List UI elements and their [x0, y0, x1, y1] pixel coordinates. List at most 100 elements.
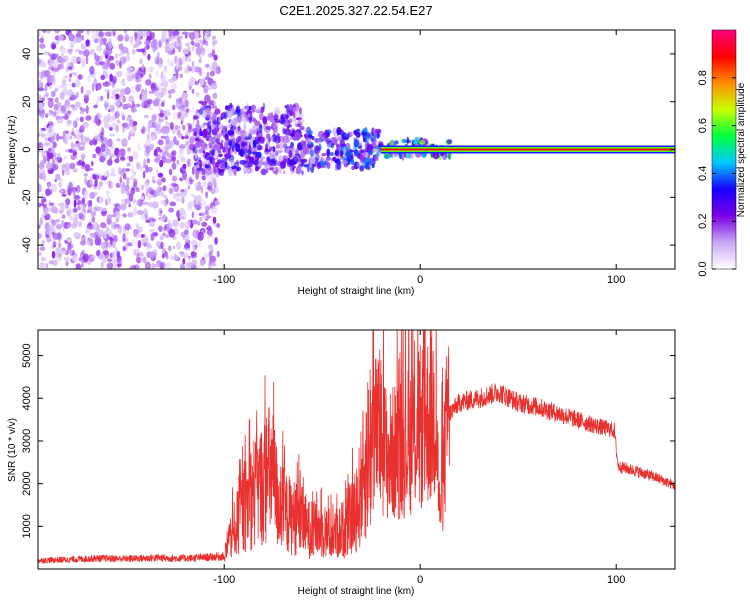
spectrogram-cell — [178, 65, 183, 71]
spectrogram-cell — [52, 77, 56, 86]
spectrogram-cell — [191, 211, 195, 219]
spectrogram-cell — [45, 188, 51, 197]
spectrogram-cell — [126, 67, 134, 71]
spectrogram-cell — [447, 151, 453, 160]
spectrogram-cell — [419, 140, 426, 145]
spectrogram-cell — [140, 195, 145, 200]
spectrogram-cell — [70, 216, 73, 221]
spectrogram-cell — [184, 188, 188, 195]
spectrogram-cell — [368, 133, 371, 140]
spectrogram-cell — [78, 129, 83, 133]
spectrogram-cell — [76, 161, 82, 166]
spectrogram-cell — [406, 136, 409, 144]
spectrogram-cell — [192, 244, 197, 251]
spectrogram-cell — [233, 170, 237, 176]
spectrogram-cell — [77, 30, 84, 34]
spectrogram-cell — [243, 121, 247, 129]
spectrogram-cell — [197, 242, 201, 248]
spectrogram-cell — [105, 226, 110, 233]
spectrogram-cell — [169, 255, 175, 261]
spectrogram-cell — [58, 181, 62, 188]
spectrogram-cell — [177, 152, 185, 160]
spectrogram-cell — [191, 264, 197, 269]
spectrogram-cell — [224, 161, 228, 169]
spectrogram-cell — [208, 84, 212, 91]
spectrogram-cell — [85, 115, 92, 121]
spectrogram-cell — [101, 241, 106, 250]
spectrogram-cell — [119, 60, 122, 69]
spectrogram-cell — [132, 43, 138, 49]
spectrogram-cell — [279, 162, 287, 170]
spectrogram-cell — [80, 206, 84, 214]
spectrogram-cell — [150, 40, 156, 49]
spectrogram-cell — [334, 148, 340, 156]
spectrogram-cell — [49, 84, 53, 90]
spectrogram-cell — [55, 209, 59, 216]
spectrogram-cell — [407, 152, 414, 159]
spectrogram-cell — [139, 83, 143, 88]
spectrogram-cell — [95, 227, 100, 233]
spectrogram-cell — [298, 113, 304, 118]
spectrogram-cell — [179, 73, 183, 78]
spectrogram-cell — [116, 70, 123, 78]
spectrogram-cell — [151, 218, 157, 223]
spectrogram-cell — [93, 206, 99, 212]
spectrogram-cell — [233, 161, 240, 169]
spectrogram-cell — [184, 234, 190, 242]
spectrogram-cell — [117, 34, 124, 42]
spectrogram-cell — [184, 229, 189, 236]
spectrogram-cell — [100, 95, 104, 101]
spectrogram-cell — [116, 119, 121, 124]
spectrogram-cell — [165, 135, 170, 144]
spectrogram-cell — [285, 128, 292, 136]
spectrogram-cell — [165, 254, 169, 260]
spectrogram-cell — [103, 122, 111, 129]
spectrogram-cell — [167, 245, 172, 252]
spectrogram-cell — [40, 113, 45, 119]
spectrogram-cell — [207, 135, 213, 143]
spectrogram-cell — [44, 137, 49, 142]
spectrogram-cell — [348, 149, 355, 153]
spectrogram-cell — [38, 225, 41, 229]
spectrogram-cell — [355, 131, 361, 138]
spectrogram-cell — [206, 226, 212, 231]
spectrogram-cell — [321, 153, 327, 157]
spectrogram-cell — [91, 216, 96, 223]
spectrogram-cell — [189, 181, 193, 185]
spectrogram-cell — [402, 138, 407, 144]
spectrogram-cells — [38, 30, 675, 269]
colorbar-tick-label: 0.2 — [697, 214, 709, 229]
spectrogram-cell — [127, 200, 131, 204]
spectrogram-cell — [152, 179, 156, 184]
spectrogram-cell — [39, 262, 45, 268]
spectrogram-cell — [144, 213, 148, 221]
spectrogram-cell — [174, 197, 182, 202]
spectrogram-cell — [268, 137, 271, 143]
spectrogram-cell — [202, 128, 208, 138]
spectrogram-cell — [80, 240, 86, 246]
spectrogram-cell — [160, 218, 166, 222]
spectrogram-y-axis-label: Frequency (Hz) — [7, 116, 18, 185]
y-tick-label: 40 — [21, 48, 33, 60]
spectrogram-cell — [160, 210, 163, 214]
spectrogram-cell — [38, 37, 44, 44]
spectrogram-cell — [63, 75, 69, 79]
spectrogram-cell — [153, 149, 158, 157]
spectrogram-cell — [187, 54, 191, 63]
spectrogram-cell — [121, 138, 128, 148]
spectrogram-cell — [160, 191, 164, 197]
spectrogram-cell — [124, 34, 130, 42]
spectrogram-cell — [88, 221, 92, 226]
spectrogram-cell — [59, 91, 65, 100]
spectrogram-cell — [122, 213, 127, 218]
spectrogram-cell — [192, 219, 198, 225]
y-tick-label: -20 — [21, 189, 33, 205]
spectrogram-cell — [147, 125, 151, 134]
spectrogram-cell — [115, 60, 120, 66]
spectrogram-cell — [52, 240, 57, 246]
x-tick-label: 0 — [417, 274, 423, 286]
spectrogram-cell — [114, 110, 120, 119]
spectrogram-cell — [154, 263, 161, 268]
spectrogram-cell — [219, 135, 223, 139]
spectrogram-cell — [341, 160, 348, 165]
